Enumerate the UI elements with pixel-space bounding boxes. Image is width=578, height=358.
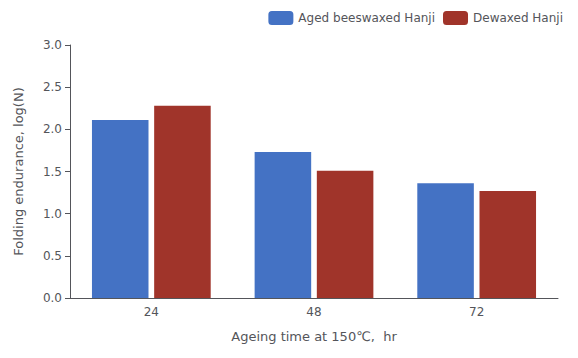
- svg-text:2.5: 2.5: [43, 80, 62, 94]
- svg-text:0.5: 0.5: [43, 249, 62, 263]
- svg-text:Dewaxed Hanji: Dewaxed Hanji: [473, 11, 563, 25]
- svg-text:48: 48: [306, 305, 321, 319]
- svg-text:1.5: 1.5: [43, 165, 62, 179]
- svg-text:3.0: 3.0: [43, 38, 62, 52]
- svg-text:Aged beeswaxed Hanji: Aged beeswaxed Hanji: [298, 11, 435, 25]
- svg-text:0.0: 0.0: [43, 291, 62, 305]
- svg-text:2.0: 2.0: [43, 122, 62, 136]
- svg-text:72: 72: [469, 305, 484, 319]
- svg-text:Folding endurance, log(N): Folding endurance, log(N): [11, 87, 26, 255]
- svg-text:Ageing time at 150℃, hr: Ageing time at 150℃, hr: [231, 329, 397, 344]
- svg-text:1.0: 1.0: [43, 207, 62, 221]
- svg-text:24: 24: [144, 305, 159, 319]
